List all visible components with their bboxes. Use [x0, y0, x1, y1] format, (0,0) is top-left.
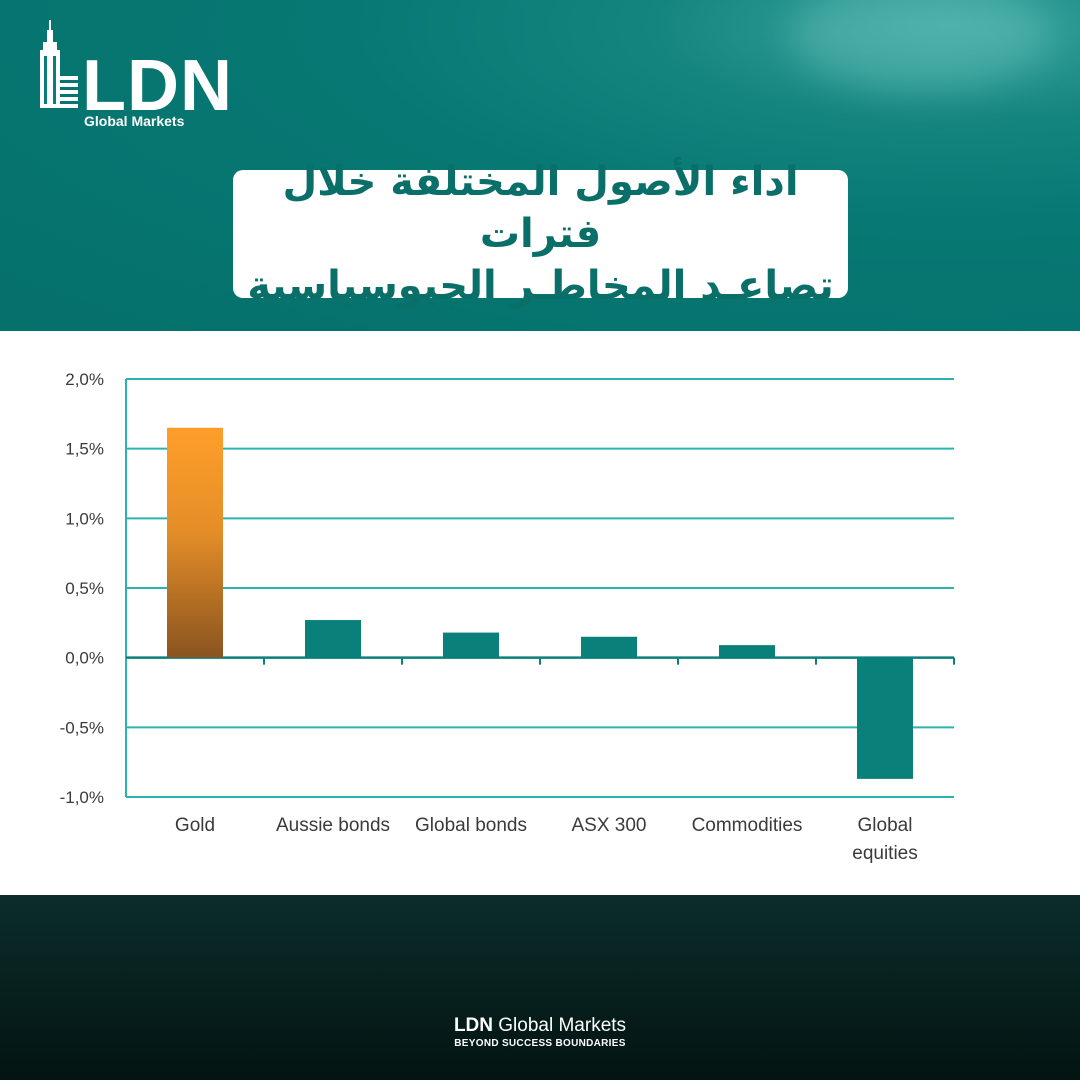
footer-band: [0, 895, 1080, 1080]
cloud-decoration: [790, 0, 1050, 90]
x-category-label: Global: [858, 815, 913, 836]
footer-brand-name: Global Markets: [493, 1015, 627, 1036]
headline: اداء الأصول المختلفة خلال فترات تصاعـد ا…: [233, 156, 848, 312]
y-tick-label: 1,5%: [65, 440, 104, 459]
y-tick-label: -1,0%: [60, 788, 104, 807]
logo-subtitle: Global Markets: [84, 113, 185, 129]
y-tick-label: 0,5%: [65, 579, 104, 598]
y-tick-label: 2,0%: [65, 370, 104, 389]
x-category-label: Aussie bonds: [276, 815, 390, 836]
y-tick-label: -0,5%: [60, 718, 104, 737]
x-category-label: Gold: [175, 815, 215, 836]
bar-aussie-bonds: [305, 620, 361, 658]
footer-tagline: BEYOND SUCCESS BOUNDARIES: [454, 1038, 626, 1049]
bar-asx-300: [581, 636, 637, 658]
x-category-label: equities: [852, 843, 918, 864]
bar-global-bonds: [443, 632, 499, 658]
headline-line-2: تصاعـد المخاطـر الچيوسياسية: [247, 263, 834, 309]
bar-chart: 2,0% 1,5% 1,0% 0,5% 0,0% -0,5% -1,0% Gold Aussie…: [60, 370, 955, 864]
x-category-label: Global bonds: [415, 815, 527, 836]
headline-line-1: اداء الأصول المختلفة خلال فترات: [282, 159, 799, 257]
x-category-label: Commodities: [692, 815, 803, 836]
footer-brand: LDN Global Markets: [0, 1015, 1080, 1037]
bar-gold: [167, 427, 223, 658]
ldn-logo: LDN Global Markets: [30, 20, 232, 130]
bar-commodities: [719, 645, 775, 658]
bar-global-equities: [857, 657, 913, 779]
headline-box: اداء الأصول المختلفة خلال فترات تصاعـد ا…: [233, 159, 848, 309]
y-tick-label: 0,0%: [65, 649, 104, 668]
footer-brand-bold: LDN: [453, 1015, 493, 1036]
x-category-label: ASX 300: [572, 815, 647, 836]
y-tick-label: 1,0%: [65, 509, 104, 528]
logo-letters: LDN: [82, 46, 233, 126]
skyscraper-icon: [40, 20, 78, 108]
chart-panel: 2,0% 1,5% 1,0% 0,5% 0,0% -0,5% -1,0% Gold Aussie…: [0, 331, 1080, 895]
